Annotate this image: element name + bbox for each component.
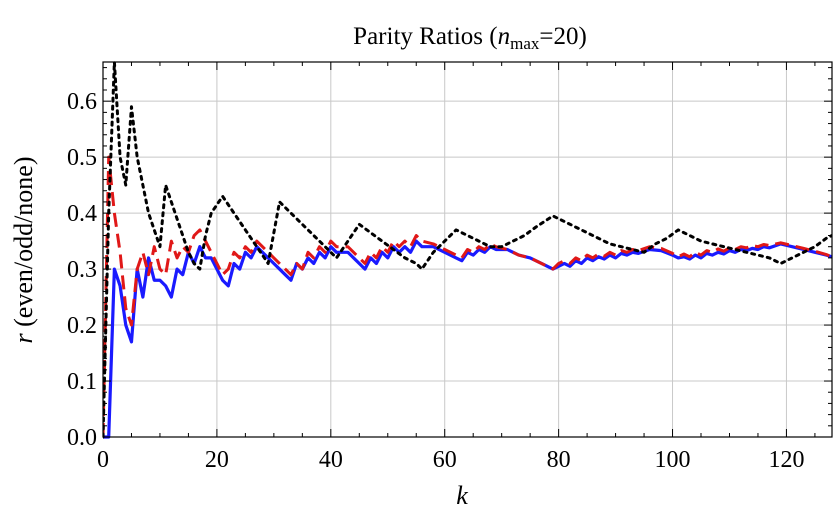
series-line-solid	[103, 239, 832, 439]
y-tick-label: 0.0	[67, 425, 97, 451]
series-line-dotted	[103, 60, 832, 439]
series-layer	[103, 60, 832, 439]
x-tick-label: 0	[97, 447, 109, 473]
x-tick-label: 40	[319, 447, 343, 473]
tick-marks	[102, 62, 832, 438]
y-tick-labels: 0.0 0.1 0.2 0.3 0.4 0.5 0.6	[67, 89, 97, 451]
x-tick-label: 100	[655, 447, 691, 473]
x-tick-label: 80	[547, 447, 571, 473]
x-tick-label: 120	[768, 447, 804, 473]
chart-title: Parity Ratios (nmax=20)	[353, 23, 587, 53]
y-tick-label: 0.5	[67, 145, 97, 171]
x-axis-label: k	[456, 481, 468, 510]
plot-frame	[102, 61, 833, 438]
y-tick-label: 0.3	[67, 257, 97, 283]
x-tick-label: 60	[433, 447, 457, 473]
series-line-dashed	[103, 155, 832, 438]
y-tick-label: 0.4	[67, 201, 97, 227]
y-tick-label: 0.1	[67, 369, 97, 395]
y-axis-label: r (even/odd/none)	[9, 156, 38, 343]
y-tick-label: 0.2	[67, 313, 97, 339]
x-tick-label: 20	[205, 447, 229, 473]
y-tick-label: 0.6	[67, 89, 97, 115]
x-tick-labels: 0 20 40 60 80 100 120	[97, 447, 804, 473]
grid	[103, 62, 832, 437]
